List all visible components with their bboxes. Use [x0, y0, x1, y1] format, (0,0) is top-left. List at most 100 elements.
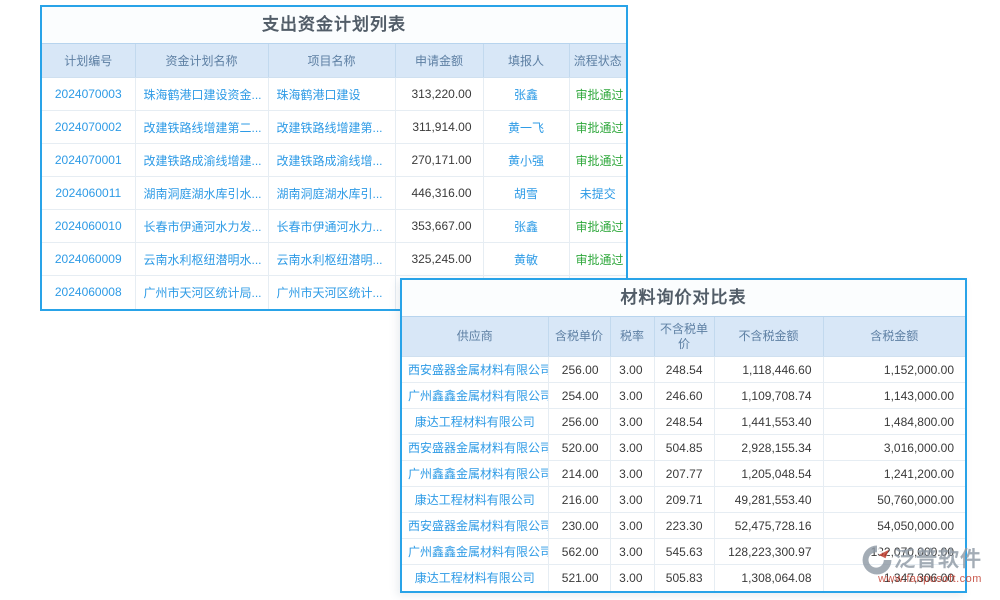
cell-amount: 353,667.00 [394, 209, 483, 243]
cell-project-name[interactable]: 云南水利枢纽潜明... [267, 242, 395, 276]
cell-amount-untaxed: 1,308,064.08 [713, 564, 823, 591]
cell-tax-rate: 3.00 [609, 382, 654, 409]
table-row: 2024060009 云南水利枢纽潜明水... 云南水利枢纽潜明... 325,245… [42, 242, 626, 276]
column-header-project-name: 项目名称 [267, 43, 395, 78]
cell-amount: 325,245.00 [394, 242, 483, 276]
table-row: 广州鑫鑫金属材料有限公司 254.00 3.00 246.60 1,109,708.74… [402, 382, 965, 409]
cell-price-untaxed: 207.77 [653, 460, 714, 487]
cell-amount: 446,316.00 [394, 176, 483, 210]
table-row: 康达工程材料有限公司 216.00 3.00 209.71 49,281,553.40 5… [402, 486, 965, 513]
cell-project-name[interactable]: 改建铁路成渝线增... [267, 143, 395, 177]
cell-amount-taxed: 1,152,000.00 [822, 356, 965, 383]
cell-status: 审批通过 [568, 242, 626, 276]
cell-price-untaxed: 246.60 [653, 382, 714, 409]
fund-plan-list-title: 支出资金计划列表 [42, 7, 626, 43]
column-header-amount: 申请金额 [394, 43, 483, 78]
cell-plan-name[interactable]: 长春市伊通河水力发... [134, 209, 268, 243]
cell-plan-id[interactable]: 2024060008 [42, 275, 135, 309]
cell-amount: 313,220.00 [394, 77, 483, 111]
cell-supplier[interactable]: 广州鑫鑫金属材料有限公司 [402, 460, 548, 487]
material-inquiry-table: 供应商 含税单价 税率 不含税单价 不含税金额 含税金额 西安盛器金属材料有限公司 256.0… [402, 316, 965, 591]
cell-price-untaxed: 223.30 [653, 512, 714, 539]
cell-amount-taxed: 1,241,200.00 [822, 460, 965, 487]
cell-supplier[interactable]: 广州鑫鑫金属材料有限公司 [402, 538, 548, 565]
cell-status: 审批通过 [568, 110, 626, 144]
cell-price-untaxed: 505.83 [653, 564, 714, 591]
cell-plan-name[interactable]: 湖南洞庭湖水库引水... [134, 176, 268, 210]
material-inquiry-title: 材料询价对比表 [402, 280, 965, 316]
cell-amount: 270,171.00 [394, 143, 483, 177]
cell-tax-rate: 3.00 [609, 564, 654, 591]
column-header-tax-rate: 税率 [609, 316, 654, 357]
cell-plan-id[interactable]: 2024070002 [42, 110, 135, 144]
cell-price-untaxed: 248.54 [653, 408, 714, 435]
cell-amount-untaxed: 2,928,155.34 [713, 434, 823, 461]
cell-amount-untaxed: 49,281,553.40 [713, 486, 823, 513]
cell-amount-untaxed: 52,475,728.16 [713, 512, 823, 539]
cell-amount-untaxed: 1,441,553.40 [713, 408, 823, 435]
cell-tax-rate: 3.00 [609, 486, 654, 513]
cell-amount-taxed: 1,347,306.00 [822, 564, 965, 591]
cell-reporter[interactable]: 黄敏 [482, 242, 569, 276]
cell-plan-name[interactable]: 广州市天河区统计局... [134, 275, 268, 309]
cell-supplier[interactable]: 西安盛器金属材料有限公司 [402, 512, 548, 539]
cell-amount-untaxed: 1,118,446.60 [713, 356, 823, 383]
cell-plan-id[interactable]: 2024070001 [42, 143, 135, 177]
table-row: 广州鑫鑫金属材料有限公司 214.00 3.00 207.77 1,205,048.54… [402, 460, 965, 487]
cell-project-name[interactable]: 湖南洞庭湖水库引... [267, 176, 395, 210]
cell-status: 审批通过 [568, 77, 626, 111]
cell-plan-id[interactable]: 2024060010 [42, 209, 135, 243]
table-row: 西安盛器金属材料有限公司 230.00 3.00 223.30 52,475,728.1… [402, 512, 965, 539]
cell-price-taxed: 520.00 [547, 434, 610, 461]
cell-plan-id[interactable]: 2024060011 [42, 176, 135, 210]
column-header-amount-untaxed: 不含税金额 [713, 316, 823, 357]
table-row: 广州鑫鑫金属材料有限公司 562.00 3.00 545.63 128,223,300.… [402, 538, 965, 565]
cell-supplier[interactable]: 西安盛器金属材料有限公司 [402, 434, 548, 461]
cell-project-name[interactable]: 长春市伊通河水力... [267, 209, 395, 243]
cell-supplier[interactable]: 康达工程材料有限公司 [402, 408, 548, 435]
cell-price-untaxed: 545.63 [653, 538, 714, 565]
cell-plan-id[interactable]: 2024070003 [42, 77, 135, 111]
cell-plan-name[interactable]: 云南水利枢纽潜明水... [134, 242, 268, 276]
cell-amount-untaxed: 1,205,048.54 [713, 460, 823, 487]
cell-reporter[interactable]: 黄一飞 [482, 110, 569, 144]
cell-plan-name[interactable]: 珠海鹤港口建设资金... [134, 77, 268, 111]
cell-plan-name[interactable]: 改建铁路成渝线增建... [134, 143, 268, 177]
header-row: 供应商 含税单价 税率 不含税单价 不含税金额 含税金额 [402, 316, 965, 357]
cell-supplier[interactable]: 康达工程材料有限公司 [402, 564, 548, 591]
cell-supplier[interactable]: 广州鑫鑫金属材料有限公司 [402, 382, 548, 409]
cell-reporter[interactable]: 黄小强 [482, 143, 569, 177]
cell-plan-id[interactable]: 2024060009 [42, 242, 135, 276]
cell-plan-name[interactable]: 改建铁路线增建第二... [134, 110, 268, 144]
cell-reporter[interactable]: 张鑫 [482, 209, 569, 243]
cell-amount-taxed: 1,484,800.00 [822, 408, 965, 435]
cell-project-name[interactable]: 珠海鹤港口建设 [267, 77, 395, 111]
cell-price-taxed: 214.00 [547, 460, 610, 487]
column-header-status: 流程状态 [568, 43, 626, 78]
column-header-amount-taxed: 含税金额 [822, 316, 965, 357]
cell-price-taxed: 256.00 [547, 408, 610, 435]
cell-tax-rate: 3.00 [609, 538, 654, 565]
cell-price-taxed: 256.00 [547, 356, 610, 383]
header-row: 计划编号 资金计划名称 项目名称 申请金额 填报人 流程状态 [42, 43, 626, 78]
cell-supplier[interactable]: 康达工程材料有限公司 [402, 486, 548, 513]
cell-price-taxed: 521.00 [547, 564, 610, 591]
cell-amount-taxed: 132,070,000.00 [822, 538, 965, 565]
cell-reporter[interactable]: 胡雪 [482, 176, 569, 210]
table-row: 康达工程材料有限公司 256.00 3.00 248.54 1,441,553.40 1,… [402, 408, 965, 435]
column-header-plan-name: 资金计划名称 [134, 43, 268, 78]
cell-project-name[interactable]: 改建铁路线增建第... [267, 110, 395, 144]
cell-amount-untaxed: 128,223,300.97 [713, 538, 823, 565]
cell-amount-taxed: 3,016,000.00 [822, 434, 965, 461]
material-inquiry-panel: 材料询价对比表 供应商 含税单价 税率 不含税单价 不含税金额 含税金额 西安盛器金属材料有… [400, 278, 967, 593]
cell-project-name[interactable]: 广州市天河区统计... [267, 275, 395, 309]
cell-supplier[interactable]: 西安盛器金属材料有限公司 [402, 356, 548, 383]
cell-price-taxed: 254.00 [547, 382, 610, 409]
table-row: 2024060011 湖南洞庭湖水库引水... 湖南洞庭湖水库引... 446,316… [42, 176, 626, 210]
cell-price-taxed: 562.00 [547, 538, 610, 565]
column-header-price-untaxed: 不含税单价 [653, 316, 714, 357]
cell-status: 审批通过 [568, 209, 626, 243]
table-row: 西安盛器金属材料有限公司 256.00 3.00 248.54 1,118,446.60… [402, 356, 965, 383]
cell-reporter[interactable]: 张鑫 [482, 77, 569, 111]
table-row: 2024070001 改建铁路成渝线增建... 改建铁路成渝线增... 270,171… [42, 143, 626, 177]
